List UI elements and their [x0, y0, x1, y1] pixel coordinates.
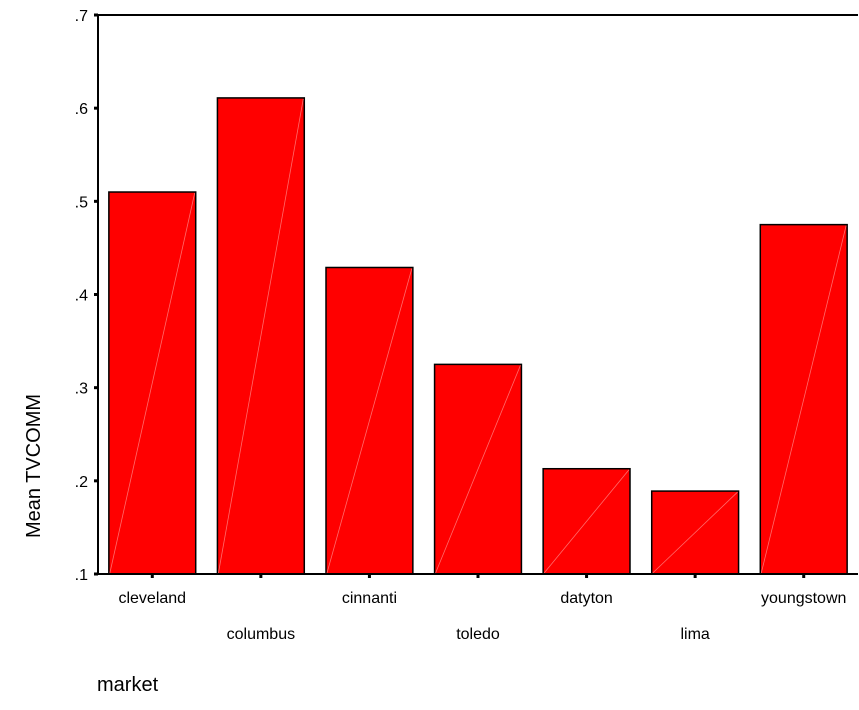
- bar-shade-line-youngstown: [760, 225, 847, 574]
- y-axis-title: Mean TVCOMM: [23, 394, 45, 538]
- x-tick-label-cleveland: cleveland: [118, 590, 186, 607]
- y-tick-label-.1: .1: [75, 567, 88, 584]
- x-tick-label-cinnanti: cinnanti: [342, 590, 397, 607]
- x-axis-ticks: cleveland columbus cinnanti toledo datyton li…: [118, 574, 846, 643]
- bars-group: [108, 97, 848, 575]
- x-axis-title: market: [97, 674, 159, 696]
- y-tick-label-.2: .2: [75, 474, 88, 491]
- bar-shade-line-lima: [652, 491, 738, 574]
- x-tick-label-toledo: toledo: [456, 626, 500, 643]
- y-tick-label-.6: .6: [75, 101, 88, 118]
- y-tick-label-.5: .5: [75, 194, 88, 211]
- x-tick-label-datyton: datyton: [560, 590, 612, 607]
- bar-shade-line-toledo: [435, 365, 521, 574]
- y-tick-label-.7: .7: [75, 8, 88, 25]
- bar-shade-line-cinnanti: [326, 268, 413, 574]
- x-tick-label-columbus: columbus: [227, 626, 295, 643]
- x-tick-label-lima: lima: [680, 626, 709, 643]
- bar-shade-line-datyton: [543, 469, 630, 574]
- y-tick-label-.4: .4: [75, 288, 88, 305]
- x-tick-label-youngstown: youngstown: [761, 590, 846, 607]
- y-axis-ticks: .1 .2 .3 .4 .5 .6 .7: [75, 8, 98, 584]
- bar-shade-line-columbus: [218, 98, 304, 574]
- bar-shade-line-cleveland: [109, 192, 196, 574]
- y-tick-label-.3: .3: [75, 381, 88, 398]
